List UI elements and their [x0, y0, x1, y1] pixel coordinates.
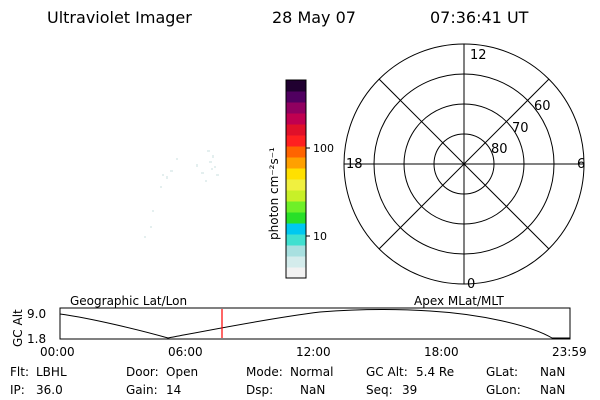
altitude-curve [59, 309, 570, 339]
timeline-xtick-1800: 18:00 [424, 345, 459, 359]
status-mode-value: Normal [290, 365, 333, 379]
mlt-label-6: 6 [577, 157, 585, 172]
colorbar-segment [286, 234, 306, 246]
lat-label-70: 70 [512, 121, 529, 136]
status-ip-value: 36.0 [36, 383, 63, 397]
status-glon-value: NaN [540, 383, 565, 397]
timeline-ytick-high: 9.0 [27, 307, 46, 321]
timeline-frame [59, 307, 571, 340]
status-gain-value: 14 [166, 383, 181, 397]
colorbar-segment [286, 212, 306, 224]
lat-label-80: 80 [491, 142, 508, 157]
colorbar-unit-label: photon cm⁻²s⁻¹ [267, 147, 281, 240]
timeline-right-label: Apex MLat/MLT [414, 294, 504, 308]
timeline-xtick-0000: 00:00 [40, 345, 75, 359]
status-door-label: Door: [126, 365, 159, 379]
colorbar-frame [285, 79, 307, 279]
colorbar-segment [286, 256, 306, 268]
status-seq-value: 39 [402, 383, 417, 397]
colorbar-segment [286, 124, 306, 136]
colorbar [286, 80, 306, 279]
status-dsp-label: Dsp: [246, 383, 273, 397]
colorbar-segment [286, 267, 306, 279]
status-door-value: Open [166, 365, 198, 379]
colorbar-segment [286, 168, 306, 180]
status-gcalt-label: GC Alt: [366, 365, 408, 379]
colorbar-tick-100: 100 [313, 142, 334, 155]
colorbar-segment [286, 190, 306, 202]
mlt-label-0: 0 [467, 277, 475, 292]
timeline-left-label: Geographic Lat/Lon [70, 294, 187, 308]
timeline-xtick-1200: 12:00 [296, 345, 331, 359]
status-gain-label: Gain: [126, 383, 158, 397]
uv-image-speckles [144, 150, 219, 238]
mlt-label-18: 18 [346, 157, 363, 172]
timeline-axis-title: GC Alt [11, 309, 25, 347]
status-seq-label: Seq: [366, 383, 393, 397]
instrument-title: Ultraviolet Imager [47, 8, 192, 27]
status-flt-value: LBHL [36, 365, 67, 379]
status-dsp-value: NaN [300, 383, 325, 397]
colorbar-segment [286, 80, 306, 92]
status-flt-label: Flt: [10, 365, 29, 379]
status-gcalt-value: 5.4 Re [416, 365, 454, 379]
colorbar-segment [286, 179, 306, 191]
mlt-label-12: 12 [470, 48, 487, 63]
polar-plot [343, 43, 585, 285]
status-mode-label: Mode: [246, 365, 283, 379]
timeline-xtick-2359: 23:59 [552, 345, 587, 359]
colorbar-segment [286, 245, 306, 257]
status-ip-label: IP: [10, 383, 25, 397]
status-glat-label: GLat: [486, 365, 518, 379]
colorbar-segment [286, 157, 306, 169]
colorbar-segment [286, 113, 306, 125]
colorbar-segment [286, 201, 306, 213]
colorbar-segment [286, 102, 306, 114]
colorbar-segment [286, 91, 306, 103]
colorbar-segment [286, 223, 306, 235]
colorbar-tick-10: 10 [313, 230, 327, 243]
colorbar-segment [286, 146, 306, 158]
status-glon-label: GLon: [486, 383, 521, 397]
colorbar-segment [286, 135, 306, 147]
timeline-xtick-0600: 06:00 [168, 345, 203, 359]
lat-label-60: 60 [534, 99, 551, 114]
status-glat-value: NaN [540, 365, 565, 379]
timeline-ytick-low: 1.8 [27, 332, 46, 346]
date-readout: 28 May 07 [272, 8, 356, 27]
colorbar-ticks [306, 147, 310, 237]
time-readout: 07:36:41 UT [430, 8, 529, 27]
